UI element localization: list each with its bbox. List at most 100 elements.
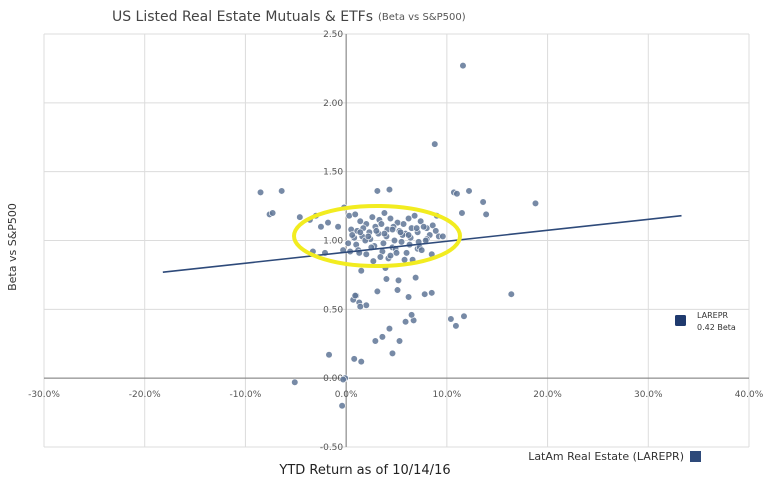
data-point <box>388 225 397 234</box>
y-tick-label: 1.00 <box>323 237 343 247</box>
highlight-group <box>292 204 462 268</box>
data-point <box>269 209 277 217</box>
data-point <box>417 217 425 225</box>
y-tick-labels: -0.50 0.00 0.50 1.00 1.50 2.00 2.50 <box>320 30 344 453</box>
y-tick-label: 2.00 <box>323 99 343 109</box>
data-point <box>397 238 406 246</box>
data-point <box>386 214 395 223</box>
data-point <box>385 325 394 333</box>
data-point <box>404 293 413 301</box>
highlight-ellipse <box>292 204 462 268</box>
data-point <box>357 267 365 275</box>
data-point <box>411 212 419 220</box>
data-point <box>386 252 395 260</box>
y-tick-label: -0.50 <box>320 443 344 453</box>
trendline <box>162 214 682 273</box>
data-point <box>372 227 380 235</box>
chart-title: US Listed Real Estate Mutuals & ETFs <box>112 9 373 25</box>
data-point <box>465 187 473 195</box>
data-point <box>460 312 468 320</box>
data-point <box>402 249 411 257</box>
data-point <box>453 190 461 198</box>
data-point <box>379 239 388 247</box>
data-point <box>388 349 397 357</box>
data-point <box>356 302 364 311</box>
data-points <box>256 62 540 410</box>
data-point <box>390 236 399 245</box>
data-point <box>395 337 404 345</box>
data-point <box>432 227 440 235</box>
x-tick-label: 40.0% <box>735 390 764 400</box>
data-point <box>256 188 265 196</box>
data-point <box>368 213 376 221</box>
data-point <box>325 351 333 359</box>
data-point <box>351 210 359 218</box>
y-axis-label: Beta vs S&P500 <box>6 203 19 291</box>
y-tick-label: 1.50 <box>323 168 343 178</box>
legend-label: LatAm Real Estate (LAREPR) <box>528 450 684 463</box>
data-point <box>479 198 487 206</box>
y-tick-label: 0.50 <box>323 305 343 315</box>
data-point <box>380 230 389 238</box>
x-tick-label: -20.0% <box>129 390 161 400</box>
data-point <box>394 276 403 285</box>
data-point <box>507 290 515 298</box>
legend-swatch <box>690 451 701 462</box>
data-point <box>324 219 332 227</box>
data-point <box>412 274 420 282</box>
data-point <box>431 140 439 148</box>
data-point <box>362 250 370 258</box>
data-point <box>420 223 428 231</box>
data-point <box>439 232 447 240</box>
data-point <box>378 333 387 341</box>
x-tick-label: 20.0% <box>533 390 562 400</box>
data-point <box>380 209 389 217</box>
data-point <box>393 286 402 294</box>
data-point <box>401 318 410 326</box>
data-point <box>382 275 391 283</box>
data-point <box>452 322 460 330</box>
chart-subtitle: (Beta vs S&P500) <box>378 12 466 23</box>
x-tick-labels: -30.0% -20.0% -10.0% 0.0% 10.0% 20.0% 30.0% 40.… <box>28 390 764 400</box>
data-point <box>373 187 381 195</box>
data-point <box>459 62 467 70</box>
data-point <box>356 228 364 236</box>
data-point <box>385 185 394 194</box>
x-tick-label: 0.0% <box>335 390 358 400</box>
data-point <box>345 212 353 220</box>
data-point <box>348 231 356 239</box>
highlight-note: 0.42 Beta <box>697 323 736 332</box>
data-point <box>356 217 364 225</box>
data-point <box>413 224 421 232</box>
data-point <box>338 402 346 410</box>
data-point <box>404 231 413 239</box>
data-point <box>447 315 455 323</box>
data-point <box>421 290 429 298</box>
y-tick-label: 0.00 <box>323 374 343 384</box>
data-point <box>376 253 384 261</box>
data-point <box>428 289 436 297</box>
data-point <box>362 301 370 309</box>
data-point <box>531 199 540 207</box>
data-point <box>317 223 325 231</box>
data-point <box>404 214 413 223</box>
x-tick-label: -10.0% <box>230 390 262 400</box>
data-point <box>377 220 385 228</box>
data-point <box>334 223 342 231</box>
data-point <box>408 311 416 319</box>
highlight-marker <box>675 315 686 326</box>
data-point <box>278 187 286 195</box>
data-point <box>291 378 299 386</box>
data-point <box>364 232 372 240</box>
data-point <box>458 209 466 217</box>
data-point <box>369 257 377 265</box>
highlight-name: LAREPR <box>697 311 729 320</box>
trendline-group <box>162 214 682 273</box>
data-point <box>392 249 401 257</box>
data-point <box>350 355 358 363</box>
data-point <box>418 246 426 254</box>
data-point <box>429 221 437 229</box>
x-tick-label: -30.0% <box>28 390 60 400</box>
y-tick-label: 2.50 <box>323 30 343 40</box>
